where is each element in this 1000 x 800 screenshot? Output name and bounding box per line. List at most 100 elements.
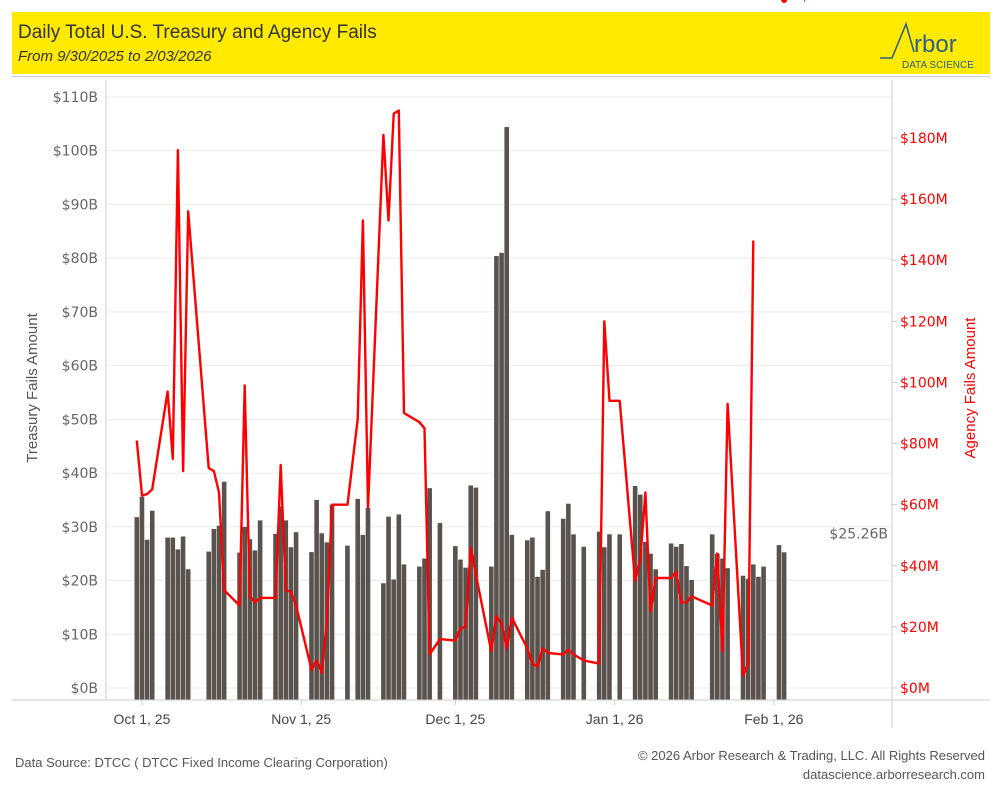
x-tick-label: Jan 1, 26: [586, 711, 644, 727]
x-tick-label: Dec 1, 25: [425, 711, 485, 727]
treasury-bar: [781, 552, 787, 700]
treasury-bar: [494, 256, 499, 700]
treasury-bar: [237, 552, 242, 700]
treasury-bar: [545, 511, 551, 700]
treasury-bar: [453, 546, 458, 700]
axes: $0B $10B $20B $30B $40B $50B $60B $70B $80B $90B $…: [12, 80, 990, 728]
copyright: © 2026 Arbor Research & Trading, LLC. Al…: [637, 748, 985, 763]
treasury-bar: [637, 494, 643, 700]
left-tick-label: $50B: [62, 412, 98, 428]
treasury-bar: [273, 533, 278, 700]
treasury-bar: [581, 546, 587, 700]
footer-copyright-block: © 2026 Arbor Research & Trading, LLC. Al…: [638, 746, 985, 784]
treasury-bar: [309, 552, 314, 700]
treasury-bar: [602, 547, 607, 700]
treasury-bar: [355, 498, 361, 700]
right-axis-title: Agency Fails Amount: [962, 317, 979, 459]
agency-last-value-label: $146.44M: [800, 0, 870, 4]
treasury-bar: [689, 580, 694, 700]
treasury-bar: [252, 550, 258, 700]
treasury-bar: [211, 528, 217, 700]
treasury-bar: [740, 575, 746, 700]
treasury-bar: [401, 564, 407, 700]
left-tick-label: $0B: [71, 681, 98, 697]
left-tick-label: $80B: [62, 251, 98, 267]
treasury-bar: [540, 569, 545, 700]
treasury-bars: [134, 127, 787, 701]
right-tick-label: $20M: [900, 620, 939, 636]
treasury-bar: [648, 553, 653, 700]
x-tick-label: Nov 1, 25: [271, 711, 331, 727]
treasury-bar: [278, 506, 283, 700]
treasury-bar: [242, 526, 248, 700]
left-tick-label: $10B: [62, 627, 98, 643]
left-tick-label: $60B: [62, 359, 98, 375]
treasury-bar: [293, 532, 299, 700]
treasury-bar: [365, 508, 371, 700]
treasury-bar: [427, 488, 432, 700]
treasury-last-value-label: $25.26B: [829, 526, 888, 542]
right-tick-label: $180M: [900, 131, 948, 147]
treasury-bar: [381, 583, 386, 700]
right-tick-label: $140M: [900, 253, 948, 269]
logo-subtext: DATA SCIENCE: [902, 60, 974, 71]
left-tick-label: $110B: [53, 90, 98, 106]
data-source: Data Source: DTCC ( DTCC Fixed Income Cl…: [15, 755, 388, 770]
x-tick-label: Feb 1, 26: [744, 711, 803, 727]
treasury-bar: [673, 546, 679, 700]
treasury-bar: [653, 569, 658, 700]
right-tick-label: $40M: [900, 559, 939, 575]
treasury-bar: [715, 553, 720, 700]
treasury-bar: [139, 496, 145, 700]
treasury-bar: [360, 534, 366, 700]
treasury-bar: [473, 487, 479, 700]
treasury-bar: [144, 539, 150, 700]
treasury-bar: [288, 547, 294, 700]
treasury-bar: [417, 566, 422, 700]
treasury-bar: [761, 566, 766, 700]
treasury-bar: [149, 510, 155, 700]
chart-subtitle: From 9/30/2025 to 2/03/2026: [18, 48, 212, 65]
treasury-bar: [345, 545, 350, 700]
header-divider: [12, 76, 990, 77]
gridlines: [106, 96, 892, 689]
treasury-bar: [319, 533, 325, 700]
agency-last-point: [781, 0, 788, 3]
treasury-bar: [524, 540, 530, 700]
left-tick-label: $40B: [62, 466, 98, 482]
left-tick-label: $30B: [62, 520, 98, 536]
treasury-bar: [530, 537, 535, 700]
treasury-bar: [437, 523, 443, 700]
x-tick-label: Oct 1, 25: [114, 711, 171, 727]
treasury-bar: [679, 544, 684, 700]
treasury-bar: [391, 579, 396, 700]
chart-title: Daily Total U.S. Treasury and Agency Fai…: [18, 22, 377, 43]
treasury-bar: [329, 504, 335, 700]
treasury-bar: [488, 566, 494, 700]
left-tick-label: $70B: [62, 305, 98, 321]
logo-peak-icon: [880, 21, 915, 59]
arbor-logo: rbor DATA SCIENCE: [880, 21, 974, 71]
treasury-bar: [422, 558, 427, 700]
treasury-bar: [396, 514, 402, 700]
treasury-bar: [175, 549, 181, 700]
treasury-bar: [750, 564, 756, 700]
right-tick-label: $60M: [900, 498, 939, 514]
treasury-bar: [643, 541, 648, 700]
treasury-bar: [617, 534, 623, 700]
treasury-bar: [180, 536, 186, 700]
left-axis-title: Treasury Fails Amount: [24, 312, 41, 462]
treasury-bar: [535, 576, 540, 700]
left-tick-label: $100B: [53, 144, 98, 160]
treasury-bar: [709, 534, 715, 700]
left-tick-label: $20B: [62, 574, 98, 590]
logo-text: rbor: [914, 31, 957, 58]
treasury-bar: [386, 516, 391, 700]
agency-line: $146.44M: [135, 0, 870, 677]
website-link[interactable]: datascience.arborresearch.com: [802, 767, 985, 782]
treasury-bar: [776, 545, 782, 700]
treasury-bar: [170, 537, 176, 700]
left-tick-label: $90B: [62, 197, 98, 213]
treasury-bar: [247, 539, 253, 700]
